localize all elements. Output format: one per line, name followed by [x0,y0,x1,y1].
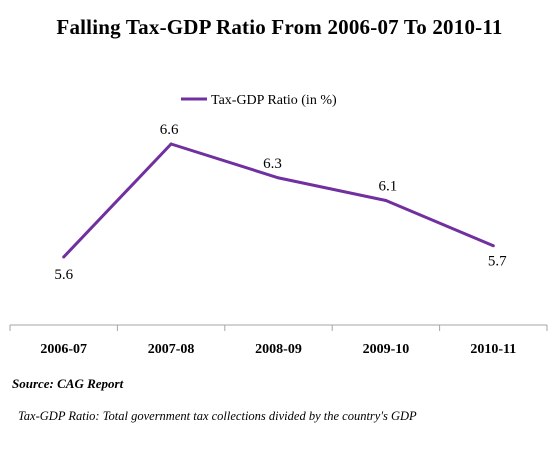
data-label: 5.7 [488,254,507,270]
data-point [491,244,495,248]
data-label: 5.6 [54,267,73,283]
x-tick-label: 2006-07 [40,342,87,357]
series-layer [62,142,495,259]
legend: Tax-GDP Ratio (in %) [181,93,337,108]
data-point [62,255,66,259]
legend-label: Tax-GDP Ratio (in %) [211,93,337,108]
data-point [277,176,280,180]
x-tick-label: 2007-08 [148,342,195,357]
data-labels: 5.6 6.6 6.3 6.1 5.7 [54,122,507,283]
source-note: Source: CAG Report [12,376,124,391]
data-label: 6.3 [263,156,282,172]
chart-title: Falling Tax-GDP Ratio From 2006-07 To 20… [56,15,503,39]
data-label: 6.1 [379,179,398,195]
x-tick-label: 2010-11 [470,342,516,357]
data-point [169,142,173,146]
data-point [384,199,388,202]
x-axis: 2006-07 2007-08 2008-09 2009-10 2010-11 [9,324,548,357]
x-tick-label: 2009-10 [363,342,410,357]
data-label: 6.6 [160,122,179,138]
x-tick-label: 2008-09 [255,342,302,357]
definition-note: Tax-GDP Ratio: Total government tax coll… [18,409,417,423]
